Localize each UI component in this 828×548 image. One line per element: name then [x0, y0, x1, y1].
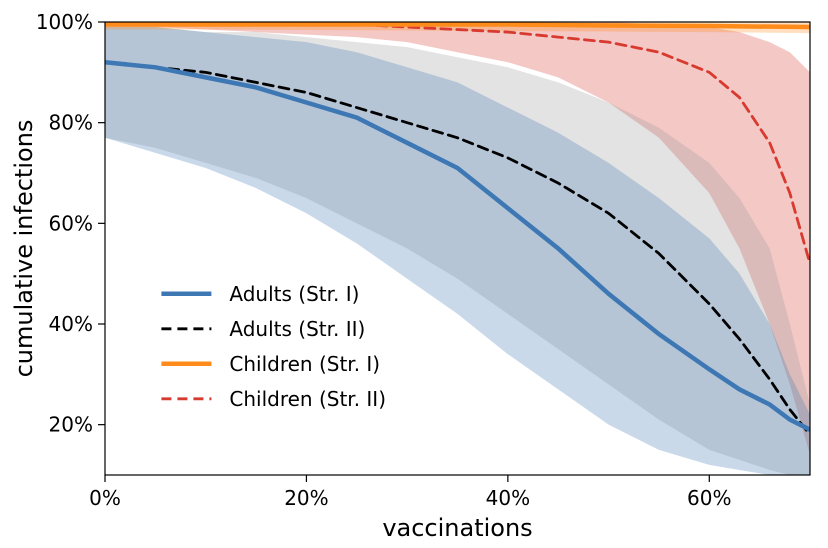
line-chart: 0% 20% 40% 60% 20% 40% 60% 80% 100% vaccinations c… — [0, 0, 828, 548]
x-tick-label: 20% — [284, 486, 328, 510]
y-tick-label: 100% — [36, 10, 93, 34]
x-tick-label: 60% — [687, 486, 731, 510]
legend-label: Adults (Str. II) — [229, 317, 365, 341]
legend-label: Children (Str. I) — [229, 352, 380, 376]
y-tick-label: 20% — [49, 413, 93, 437]
x-tick-label: 0% — [89, 486, 121, 510]
x-axis-label: vaccinations — [382, 514, 532, 542]
chart-container: 0% 20% 40% 60% 20% 40% 60% 80% 100% vaccinations c… — [0, 0, 828, 548]
y-tick-label: 40% — [49, 312, 93, 336]
legend-label: Children (Str. II) — [229, 387, 386, 411]
y-axis-label: cumulative infections — [10, 120, 38, 378]
y-tick-label: 60% — [49, 211, 93, 235]
x-tick-label: 40% — [486, 486, 530, 510]
series-line-children_s1 — [105, 25, 810, 28]
y-tick-label: 80% — [49, 111, 93, 135]
legend-label: Adults (Str. I) — [229, 282, 359, 306]
